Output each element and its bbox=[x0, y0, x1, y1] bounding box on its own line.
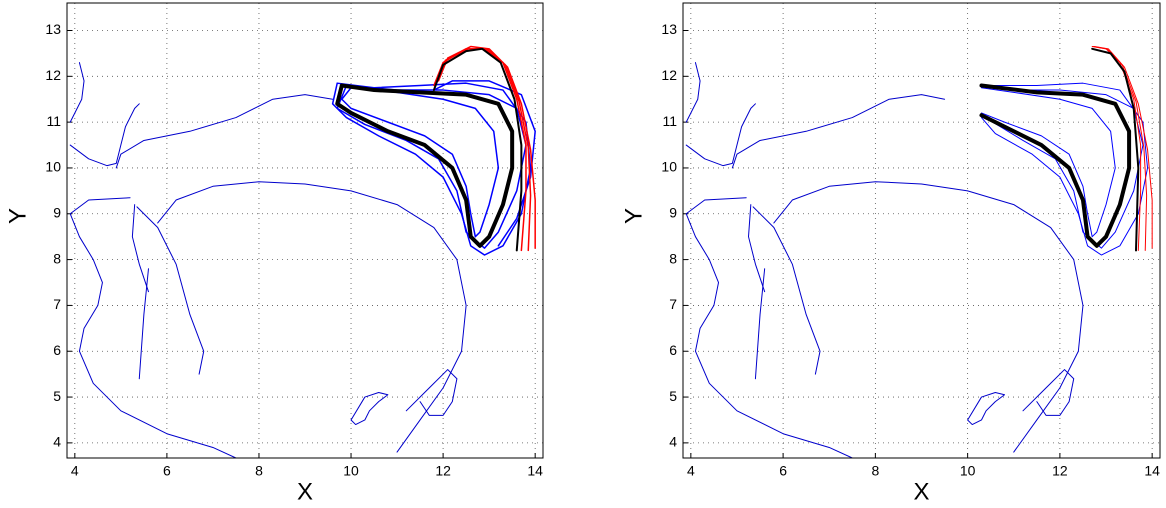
x-tick-label: 14 bbox=[527, 463, 543, 479]
y-tick-label: 12 bbox=[661, 67, 677, 83]
y-tick-label: 7 bbox=[53, 296, 61, 312]
y-axis-label: Y bbox=[620, 208, 647, 224]
x-tick-label: 12 bbox=[1052, 463, 1068, 479]
x-tick-label: 10 bbox=[343, 463, 359, 479]
curve bbox=[131, 204, 149, 293]
curve bbox=[748, 204, 766, 293]
curve bbox=[336, 84, 527, 249]
curve bbox=[341, 87, 500, 238]
plot-area bbox=[69, 45, 536, 458]
y-tick-label: 6 bbox=[669, 342, 677, 358]
curve bbox=[752, 206, 821, 375]
curve bbox=[685, 62, 701, 123]
curve bbox=[435, 48, 532, 252]
curve bbox=[754, 268, 766, 380]
curve bbox=[115, 94, 334, 169]
y-tick-label: 9 bbox=[669, 204, 677, 220]
curve bbox=[979, 83, 1132, 248]
curve bbox=[980, 84, 1144, 249]
y-tick-label: 8 bbox=[669, 250, 677, 266]
x-tick-label: 10 bbox=[960, 463, 976, 479]
curve bbox=[69, 103, 140, 167]
y-axis-label: Y bbox=[4, 208, 31, 224]
curve bbox=[980, 82, 1149, 256]
curve bbox=[1091, 47, 1140, 252]
y-tick-label: 13 bbox=[45, 21, 61, 37]
y-tick-label: 7 bbox=[669, 296, 677, 312]
curve bbox=[967, 391, 1006, 426]
curve bbox=[69, 197, 237, 458]
y-tick-label: 10 bbox=[45, 159, 61, 175]
curve bbox=[980, 87, 1116, 238]
y-tick-label: 4 bbox=[53, 434, 61, 450]
curve bbox=[685, 103, 756, 167]
y-tick-label: 4 bbox=[669, 434, 677, 450]
y-tick-label: 13 bbox=[661, 21, 677, 37]
x-tick-label: 6 bbox=[163, 463, 171, 479]
y-tick-label: 11 bbox=[662, 113, 677, 129]
curve bbox=[685, 197, 853, 458]
curve bbox=[437, 45, 536, 249]
x-tick-label: 4 bbox=[687, 463, 695, 479]
curve bbox=[157, 181, 467, 453]
x-tick-label: 8 bbox=[871, 463, 879, 479]
x-tick-label: 6 bbox=[779, 463, 787, 479]
curve bbox=[1091, 46, 1142, 251]
curve bbox=[1022, 369, 1075, 416]
panel: 4 6 8 10 12 14 4 5 6 7 8 9 10 11 12 13 X Y bbox=[4, 2, 544, 505]
x-tick-label: 12 bbox=[435, 463, 451, 479]
axes-box bbox=[66, 2, 544, 459]
panel: 4 6 8 10 12 14 4 5 6 7 8 9 10 11 12 13 X Y bbox=[620, 2, 1161, 505]
y-tick-label: 12 bbox=[45, 67, 61, 83]
y-tick-label: 5 bbox=[53, 388, 61, 404]
curve bbox=[773, 181, 1084, 453]
curve bbox=[731, 94, 946, 169]
y-tick-label: 5 bbox=[669, 388, 677, 404]
x-axis-label: X bbox=[913, 478, 929, 505]
curve bbox=[432, 47, 523, 252]
x-tick-label: 8 bbox=[255, 463, 263, 479]
curve bbox=[1093, 46, 1153, 249]
x-tick-label: 4 bbox=[71, 463, 79, 479]
plot-area bbox=[685, 46, 1153, 458]
y-tick-label: 9 bbox=[53, 204, 61, 220]
y-tick-label: 10 bbox=[661, 159, 677, 175]
curve bbox=[138, 268, 149, 380]
y-tick-label: 6 bbox=[53, 342, 61, 358]
x-axis-label: X bbox=[297, 478, 313, 505]
curve bbox=[1092, 46, 1148, 251]
x-tick-label: 14 bbox=[1144, 463, 1160, 479]
curve bbox=[350, 391, 389, 426]
y-tick-label: 8 bbox=[53, 250, 61, 266]
curve bbox=[136, 206, 205, 375]
curve bbox=[405, 369, 458, 416]
curve bbox=[69, 62, 85, 123]
y-tick-label: 11 bbox=[46, 113, 61, 129]
axes-box bbox=[682, 2, 1161, 459]
curve bbox=[331, 82, 532, 256]
curve bbox=[335, 83, 515, 248]
